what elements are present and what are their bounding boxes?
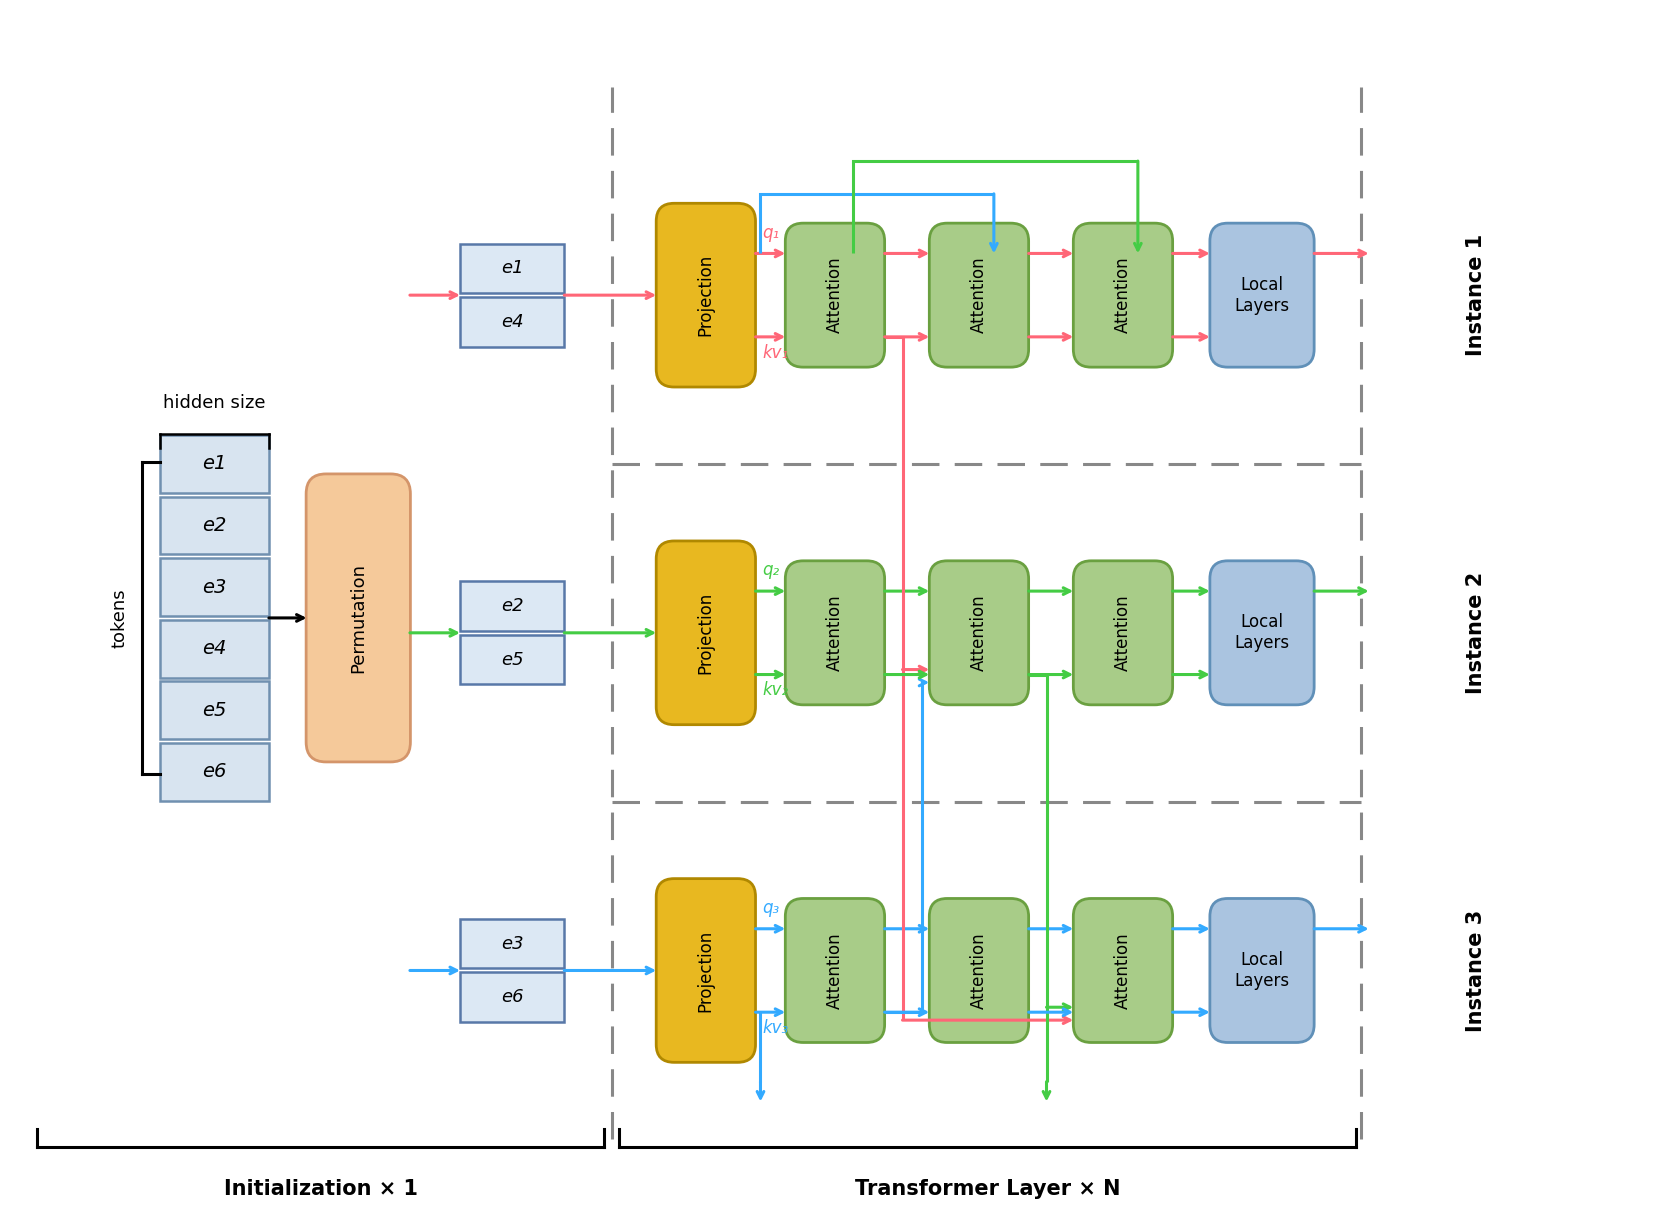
Bar (159, 558, 269, 616)
Text: q₃: q₃ (762, 899, 779, 917)
Text: e5: e5 (502, 650, 523, 668)
FancyBboxPatch shape (786, 560, 885, 705)
FancyBboxPatch shape (786, 223, 885, 368)
Bar (159, 682, 269, 739)
Bar (159, 497, 269, 554)
FancyBboxPatch shape (1209, 560, 1314, 705)
Text: Attention: Attention (1115, 257, 1133, 334)
Text: e4: e4 (502, 313, 523, 331)
Text: Attention: Attention (970, 257, 988, 334)
Text: e2: e2 (502, 597, 523, 615)
Text: Permutation: Permutation (349, 563, 367, 673)
FancyBboxPatch shape (928, 560, 1028, 705)
Text: Attention: Attention (1115, 594, 1133, 671)
Text: kv₁: kv₁ (762, 343, 789, 361)
Text: Attention: Attention (1115, 932, 1133, 1009)
Text: e5: e5 (203, 701, 226, 719)
Text: Transformer Layer × N: Transformer Layer × N (855, 1179, 1121, 1198)
Text: kv₂: kv₂ (762, 682, 789, 700)
Bar (460, 973, 565, 1023)
Text: Instance 3: Instance 3 (1465, 910, 1485, 1031)
Text: e3: e3 (502, 935, 523, 952)
FancyBboxPatch shape (1073, 560, 1173, 705)
Bar (159, 744, 269, 801)
Text: e2: e2 (203, 516, 226, 535)
Text: e3: e3 (203, 577, 226, 597)
Text: Attention: Attention (970, 594, 988, 671)
Bar (159, 435, 269, 492)
Text: e1: e1 (203, 455, 226, 473)
Text: e4: e4 (203, 639, 226, 659)
FancyBboxPatch shape (306, 474, 410, 762)
Text: hidden size: hidden size (163, 394, 266, 412)
Text: Instance 1: Instance 1 (1465, 234, 1485, 357)
FancyBboxPatch shape (1073, 223, 1173, 368)
FancyBboxPatch shape (656, 541, 756, 724)
FancyBboxPatch shape (656, 204, 756, 387)
Bar (460, 581, 565, 631)
Text: Local
Layers: Local Layers (1234, 951, 1289, 990)
Bar (460, 918, 565, 968)
Text: Attention: Attention (970, 932, 988, 1009)
Text: Local
Layers: Local Layers (1234, 614, 1289, 653)
Text: kv₃: kv₃ (762, 1019, 789, 1037)
Text: e6: e6 (203, 762, 226, 781)
Bar (460, 634, 565, 684)
Text: Attention: Attention (826, 932, 844, 1009)
FancyBboxPatch shape (1209, 899, 1314, 1042)
Text: Projection: Projection (698, 254, 714, 336)
Text: e1: e1 (502, 260, 523, 278)
Text: q₂: q₂ (762, 562, 779, 579)
Text: e6: e6 (502, 989, 523, 1007)
Text: Instance 2: Instance 2 (1465, 571, 1485, 694)
FancyBboxPatch shape (1209, 223, 1314, 368)
Text: q₁: q₁ (762, 223, 779, 241)
Text: Attention: Attention (826, 594, 844, 671)
FancyBboxPatch shape (928, 899, 1028, 1042)
Bar (460, 297, 565, 347)
FancyBboxPatch shape (1073, 899, 1173, 1042)
Text: tokens: tokens (111, 588, 130, 648)
Text: Attention: Attention (826, 257, 844, 334)
Text: Local
Layers: Local Layers (1234, 275, 1289, 314)
FancyBboxPatch shape (928, 223, 1028, 368)
Bar (460, 244, 565, 294)
FancyBboxPatch shape (656, 878, 756, 1063)
Bar (159, 620, 269, 678)
Text: Initialization × 1: Initialization × 1 (224, 1179, 417, 1198)
FancyBboxPatch shape (786, 899, 885, 1042)
Text: Projection: Projection (698, 929, 714, 1012)
Text: Projection: Projection (698, 592, 714, 674)
